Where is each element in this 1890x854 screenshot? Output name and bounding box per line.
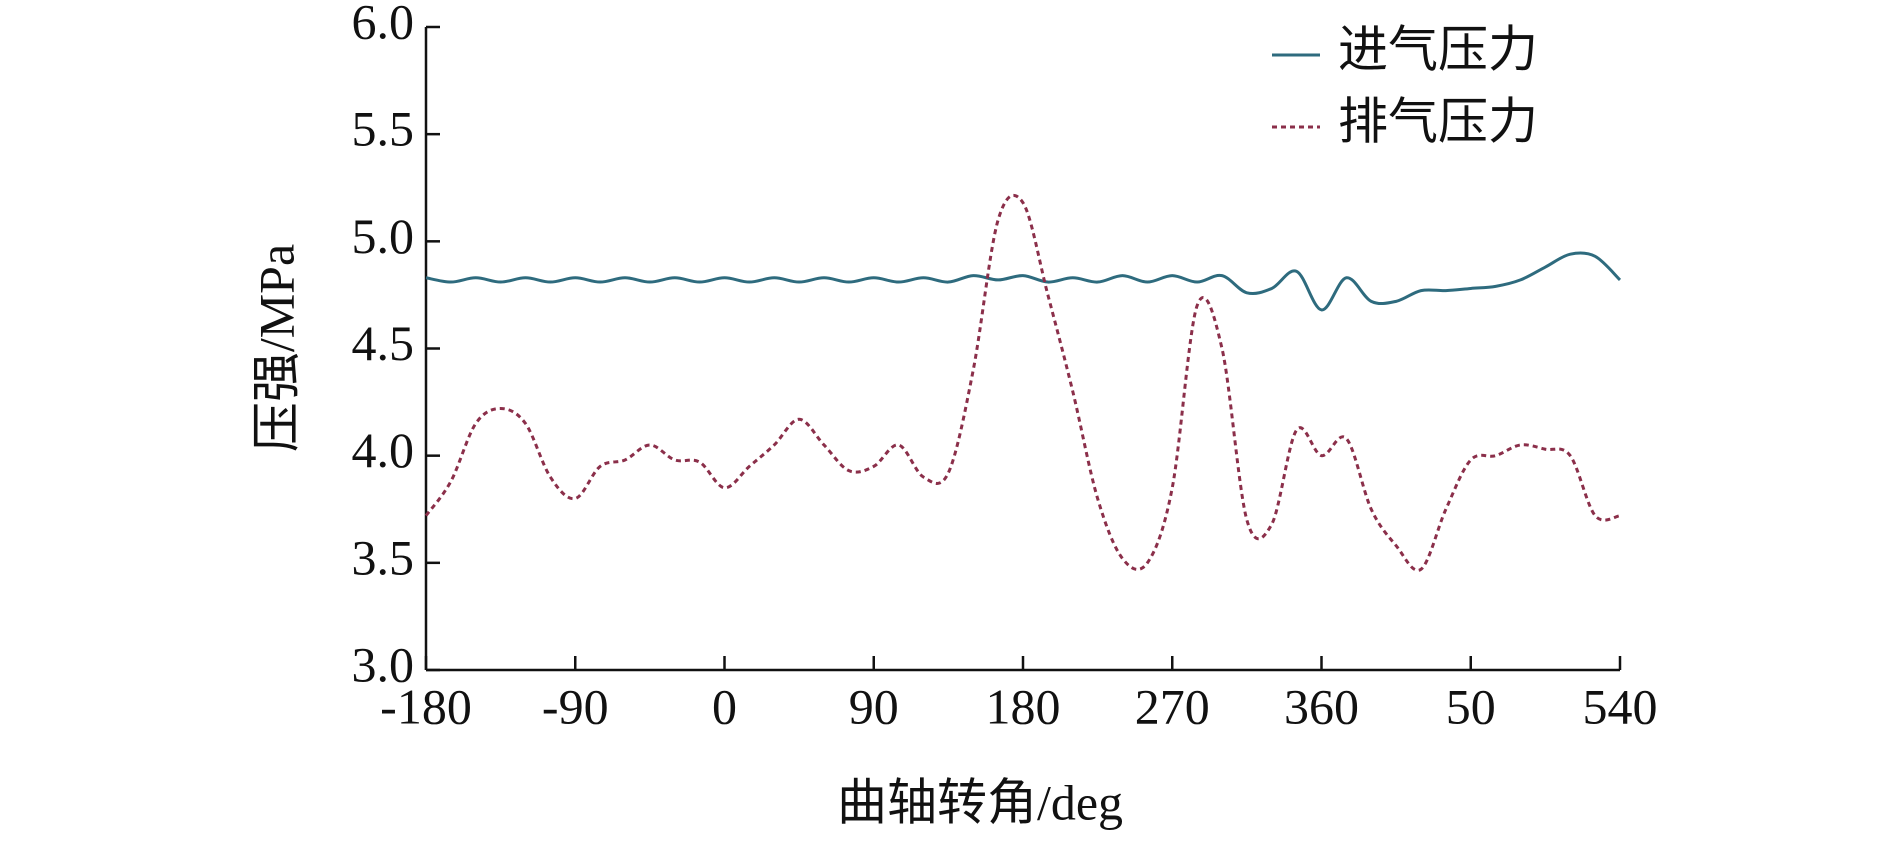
x-tick-label: -180 [380,678,472,734]
x-tick-label: 90 [849,678,899,734]
x-tick-label: 50 [1446,678,1496,734]
x-tick-label: -90 [542,678,609,734]
y-tick-label: 6.0 [352,0,415,49]
y-tick-label: 5.5 [352,101,415,157]
y-axis-label: 压强/MPa [248,244,304,452]
x-tick-label: 270 [1135,678,1210,734]
series-line [424,193,1621,572]
y-tick-label: 4.5 [352,315,415,371]
x-tick-label: 360 [1284,678,1359,734]
y-tick-label: 5.0 [352,208,415,264]
y-tick-label: 3.5 [352,529,415,585]
y-tick-label: 3.0 [352,636,415,692]
y-tick-label: 4.0 [352,422,415,478]
series-line [425,251,1622,312]
x-tick-label: 0 [712,678,737,734]
x-tick-label: 540 [1583,678,1658,734]
legend-label: 进气压力 [1338,21,1538,77]
x-tick-label: 180 [986,678,1061,734]
x-axis-label: 曲轴转角/deg [837,774,1123,830]
legend-label: 排气压力 [1338,93,1538,149]
